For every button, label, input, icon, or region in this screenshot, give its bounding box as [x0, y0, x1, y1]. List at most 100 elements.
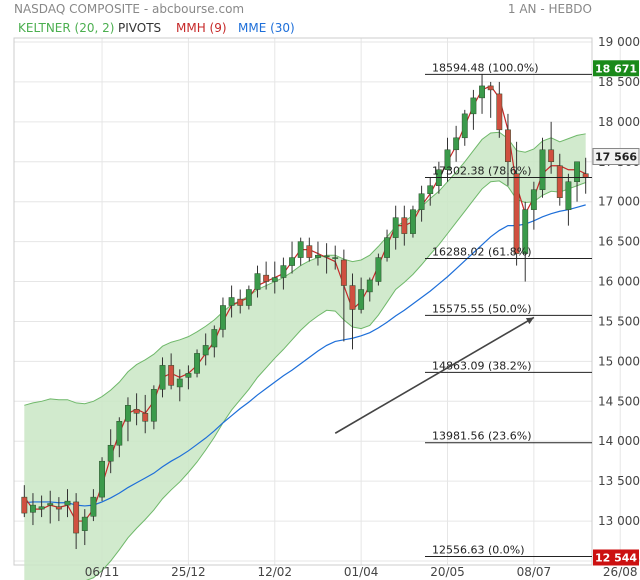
x-tick-label: 12/02 [257, 565, 292, 579]
candle-body [522, 209, 529, 254]
candle-body [202, 345, 209, 356]
candle-body [461, 113, 468, 139]
candle-body [444, 149, 451, 170]
legend-keltner: KELTNER (20, 2) [18, 21, 115, 35]
price-badge [592, 147, 640, 165]
candle-body [254, 273, 261, 290]
candle-body [150, 389, 157, 422]
candle-body [340, 259, 347, 286]
x-tick-label: 01/04 [344, 565, 379, 579]
fib-label: 14863.09 (38.2%) [432, 359, 532, 372]
candle-body [574, 161, 580, 182]
x-tick-label: 20/05 [430, 565, 465, 579]
y-tick-label: 19 000 [598, 35, 640, 49]
legend-pivots: PIVOTS [118, 21, 162, 35]
y-tick-label: 13 500 [598, 474, 640, 488]
candle-body [99, 460, 105, 498]
candle-body [289, 257, 295, 266]
price-badge-label: 17 566 [595, 150, 637, 163]
fib-label: 17302.38 (78.6%) [432, 165, 532, 178]
legend-mme: MME (30) [238, 21, 295, 35]
candle-body [176, 378, 183, 388]
candles [21, 73, 589, 550]
x-tick-label: 26/08 [603, 565, 638, 579]
y-tick-label: 17 000 [598, 195, 640, 209]
candle-body [418, 193, 425, 210]
candle-body [375, 257, 382, 282]
candle-body [237, 298, 244, 306]
candle-body [133, 409, 140, 414]
candle-body [159, 365, 166, 390]
y-tick-label: 18 000 [598, 115, 640, 129]
fib-label: 18594.48 (100.0%) [432, 61, 539, 74]
candle-body [349, 285, 356, 310]
candle-body [315, 254, 321, 258]
candle-body [47, 503, 54, 506]
x-axis: 06/11 25/12 12/02 01/04 20/05 08/07 26/08 [85, 565, 638, 579]
period-label: 1 AN - HEBDO [507, 2, 592, 16]
candle-body [401, 217, 408, 234]
y-tick-label: 18 500 [598, 75, 640, 89]
mme-line [24, 204, 586, 507]
candle-body [263, 274, 270, 282]
candle-body [30, 504, 36, 513]
fib-label: 16288.02 (61.8%) [432, 246, 532, 259]
y-tick-label: 15 500 [598, 314, 640, 328]
x-tick-label: 06/11 [85, 565, 120, 579]
keltner-upper [24, 131, 586, 406]
candle-body [470, 97, 477, 115]
price-badge-label: 18 671 [595, 62, 637, 75]
candle-body [556, 165, 563, 198]
candle-body [392, 217, 399, 238]
price-badges: 18 671 17 566 12 544 [592, 60, 640, 566]
candle-body [479, 85, 485, 99]
y-tick-label: 15 000 [598, 354, 640, 368]
candle-body [90, 496, 97, 517]
trendline [334, 316, 535, 434]
y-tick-label: 16 000 [598, 275, 640, 289]
candle-body [21, 496, 28, 514]
candle-body [73, 501, 80, 534]
candle-body [185, 373, 192, 378]
chart-title: NASDAQ COMPOSITE - abcbourse.com [14, 2, 245, 16]
y-tick-label: 14 000 [598, 434, 640, 448]
fib-label: 13981.56 (23.6%) [432, 430, 532, 443]
candle-body [453, 137, 460, 151]
fib-label: 15575.55 (50.0%) [432, 302, 532, 315]
candle-body [64, 500, 71, 506]
keltner-lower [85, 180, 586, 580]
candle-body [125, 405, 131, 422]
candle-body [211, 329, 218, 348]
x-tick-label: 25/12 [171, 565, 206, 579]
candle-body [81, 516, 88, 531]
candle-body [530, 189, 537, 210]
candle-body [487, 85, 494, 91]
candle-body [323, 255, 330, 258]
candle-body [228, 297, 235, 306]
candle-body [280, 265, 287, 278]
y-tick-label: 13 000 [598, 514, 640, 528]
candle-body [358, 289, 365, 310]
trendline-arrowhead [525, 317, 534, 325]
legend-mmh: MMH (9) [176, 21, 227, 35]
candle-body [107, 444, 114, 462]
candle-body [271, 277, 278, 282]
trendline-group [334, 316, 535, 434]
candle-body [220, 305, 226, 330]
candle-body [565, 181, 572, 210]
candle-body [548, 149, 555, 163]
candle-body [194, 353, 200, 374]
price-badge [593, 60, 639, 77]
fib-label: 12556.63 (0.0%) [432, 543, 525, 556]
x-tick-label: 08/07 [517, 565, 552, 579]
candle-body [513, 173, 520, 254]
candle-body [332, 257, 339, 259]
candle-body [410, 209, 416, 234]
candle-body [38, 506, 45, 510]
candle-body [168, 365, 175, 386]
candle-body [384, 237, 390, 258]
candle-body [116, 421, 123, 446]
candle-body [496, 93, 503, 131]
